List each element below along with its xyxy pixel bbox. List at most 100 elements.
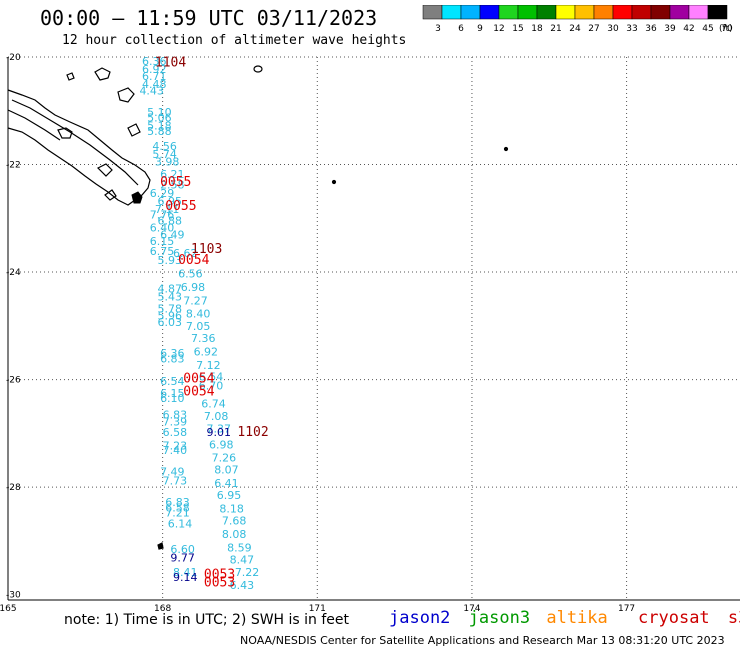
longitude-label: 168 [154,604,171,614]
wave-height-label: 7.11 [155,203,180,216]
latitude-label: -24 [6,268,21,278]
legend-altika: altika [546,608,608,628]
wave-height-label: 3.98 [155,156,180,169]
wave-height-label: 6.75 [150,245,175,258]
wave-height-label: 6.36 [160,347,185,360]
wave-height-label: 7.39 [163,415,188,428]
colorbar-tick-label: 42 [683,24,694,34]
colorbar-tick-label: 27 [588,24,599,34]
credit-line: NOAA/NESDIS Center for Satellite Applica… [240,634,725,647]
wave-height-label: 8.41 [173,566,198,579]
wave-height-label: 6.03 [157,316,182,329]
wave-height-label: 6.40 [150,222,175,235]
wave-height-label: 6.95 [157,195,182,208]
wave-height-label: 7.27 [183,294,208,307]
wave-height-label: 7.12 [196,359,221,372]
colorbar-tick-label: 15 [512,24,523,34]
wave-height-label: 6.83 [163,408,188,421]
latitude-label: -26 [6,376,21,386]
coastline-isle-of-pines [131,191,143,204]
legend-jason3: jason3 [468,608,531,628]
legend-s3a: s3a [727,608,740,628]
wave-height-label: 6.58 [163,426,188,439]
wave-height-label: 5.06 [147,112,172,125]
wave-height-label: 6.56 [178,267,203,280]
wave-height-label: 6.98 [209,438,234,451]
wave-height-label: 6.74 [201,398,226,411]
pass-time-label: 0055 [165,199,196,214]
wave-height-label: 4.48 [142,78,167,91]
wave-height-label: 5.18 [147,120,172,133]
wave-height-label: 7.49 [160,465,185,478]
wave-height-label: 6.43 [230,579,255,592]
wave-height-label: 8.47 [230,553,255,566]
wave-height-label: 6.29 [150,187,175,200]
wave-height-label: 7.76 [150,208,175,221]
wave-height-label: 9.14 [173,571,198,584]
pass-time-label: 1104 [155,56,186,71]
latitude-label: -30 [6,591,21,601]
colorbar-tick-label: 6 [458,24,464,34]
colorbar-tick-label: 12 [493,24,504,34]
wave-height-label: 6.21 [160,168,185,181]
colorbar-tick-label: 36 [645,24,657,34]
wave-height-label: 7.21 [165,507,190,520]
colorbar-unit-label: (ft) [719,24,733,34]
wave-height-label: 7.05 [186,320,211,333]
longitude-label: 165 [0,604,17,614]
wave-height-label: 7.08 [204,410,229,423]
wave-height-label: 6.88 [157,215,182,228]
map-title: 00:00 – 11:59 UTC 03/11/2023 [40,6,378,30]
legend-jason2: jason2 [389,608,451,628]
wave-height-label: 6.41 [214,477,239,490]
longitude-label: 174 [463,604,480,614]
colorbar-tick-label: 3 [435,24,441,34]
units-note: note: 1) Time is in UTC; 2) SWH is in fe… [64,612,350,628]
colorbar-tick-label: 70 [721,24,733,34]
wave-height-label: 5.10 [147,106,172,119]
pass-time-label: 0054 [183,371,214,386]
wave-height-label: 6.60 [170,543,195,556]
satellite-legend: jason2 jason3 altika cryosat s3a [389,608,740,628]
coastline-loyalty-islands [66,67,141,137]
wave-height-label: 7.40 [163,444,188,457]
wave-height-label: 6.70 [199,379,224,392]
wave-height-label: 6.15 [150,235,175,248]
latitude-label: -20 [6,53,21,63]
pass-time-label: 1103 [191,242,222,257]
wave-height-label: 6.36 [142,55,167,68]
colorbar-tick-label: 9 [477,24,483,34]
wave-height-label: 7.26 [212,451,237,464]
wave-height-label: 6.71 [142,70,167,83]
wave-height-label: 7.36 [191,332,216,345]
pass-time-label: 0054 [178,253,209,268]
wave-height-label: 7.37 [206,422,231,435]
longitude-label: 171 [309,604,326,614]
legend-cryosat: cryosat [638,608,710,628]
wave-height-label: 5.93 [157,254,182,267]
wave-height-label: 7.68 [222,515,247,528]
colorbar-tick-label: 45 [702,24,713,34]
coastline-small-islands [157,65,509,550]
colorbar-swatch [707,5,728,20]
wave-height-label: 7.73 [163,474,188,487]
colorbar-tick-label: 18 [531,24,543,34]
wave-height-label: 8.07 [214,464,239,477]
wave-height-label: 8.08 [222,528,247,541]
colorbar-tick-label: 30 [607,24,619,34]
pass-time-label: 0053 [204,576,235,591]
wave-height-label: 8.18 [219,502,244,515]
pass-time-label: 0053 [204,567,235,582]
latitude-label: -28 [6,483,21,493]
colorbar-tick-label: 24 [569,24,581,34]
wave-height-colorbar: 3 6 9 12 15 18 21 24 27 30 33 36 39 42 45 70(ft) [422,5,733,34]
wave-height-label: 5.96 [157,309,182,322]
wave-height-label: 6.49 [160,229,185,242]
wave-height-labels: 6.366.926.714.484.435.105.065.185.884.56… [139,55,259,592]
wave-height-label: 6.92 [194,345,219,358]
wave-height-label: 6.92 [142,63,167,76]
wave-height-label: 5.78 [157,302,182,315]
latitude-label: -22 [6,161,21,171]
